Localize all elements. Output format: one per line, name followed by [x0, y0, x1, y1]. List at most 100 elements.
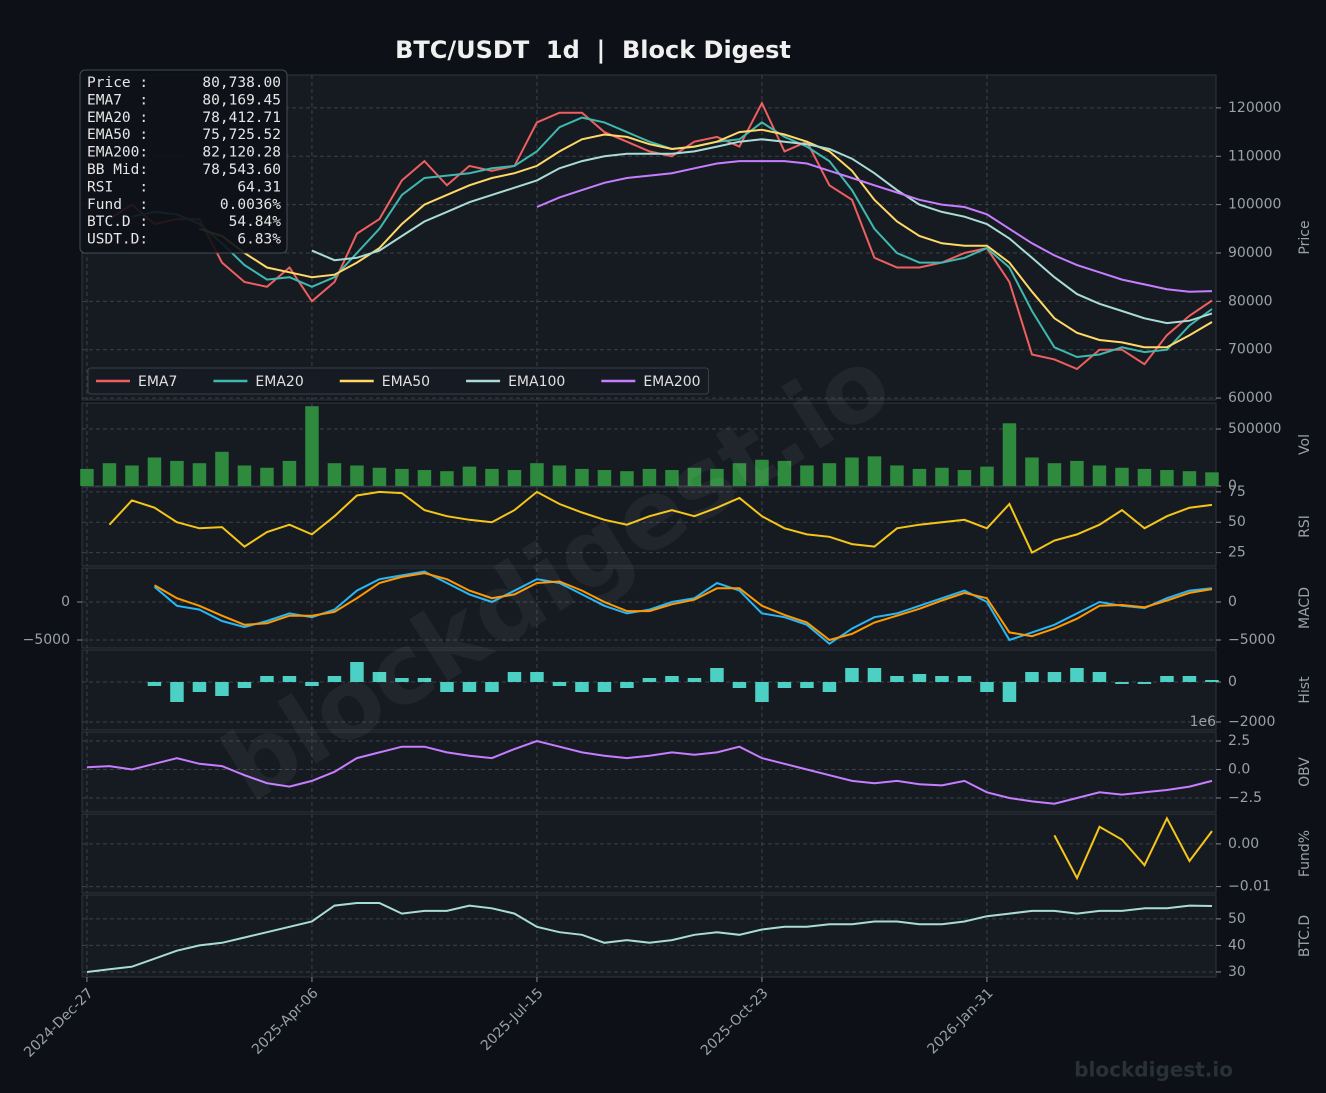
bar	[800, 465, 814, 486]
bar	[147, 682, 162, 686]
legend-label: EMA20	[255, 374, 303, 390]
legend-label: EMA50	[382, 374, 430, 390]
bar	[732, 682, 747, 688]
bar	[305, 682, 319, 686]
bar	[1182, 471, 1197, 486]
bar	[980, 682, 994, 692]
bar	[327, 463, 342, 486]
bar	[822, 463, 837, 486]
bar	[755, 459, 769, 486]
bar	[530, 672, 544, 682]
y-axis-label: BTC.D	[1297, 915, 1313, 957]
y-tick-label: −2000	[1228, 714, 1275, 730]
y-axis-label: Hist	[1297, 676, 1313, 704]
line	[153, 570, 1213, 646]
bar	[440, 682, 454, 692]
bar	[237, 465, 252, 486]
bar	[507, 470, 522, 486]
y-tick-label: 0	[1228, 594, 1237, 610]
bar	[1047, 463, 1062, 486]
bar	[1070, 460, 1084, 486]
bar	[777, 460, 792, 486]
bar	[440, 471, 454, 486]
bar	[732, 463, 747, 486]
bar	[822, 682, 837, 692]
y-tick-label: −5000	[1228, 632, 1275, 648]
bar	[282, 460, 297, 486]
info-value: 80,738.00	[202, 75, 281, 91]
bar	[777, 682, 792, 688]
bar	[1205, 472, 1219, 486]
line	[199, 128, 1213, 349]
bar	[192, 463, 207, 486]
info-value: 75,725.52	[202, 127, 281, 143]
bar	[1070, 668, 1084, 682]
bar	[642, 678, 657, 682]
y-tick-label: 60000	[1228, 390, 1273, 406]
info-label: Fund :	[87, 197, 148, 213]
bar	[1025, 672, 1039, 682]
bar	[1115, 467, 1129, 486]
y-axis-label: Price	[1297, 220, 1313, 254]
y-tick-label: 0	[1228, 478, 1237, 494]
bar	[642, 468, 657, 486]
y-tick-label: 70000	[1228, 342, 1273, 358]
line	[154, 572, 1213, 642]
info-label: BTC.D :	[87, 214, 148, 230]
y-tick-label: 0	[1228, 674, 1237, 690]
line	[86, 902, 1213, 973]
bar	[485, 682, 499, 692]
info-label: BB Mid:	[87, 162, 148, 178]
y-tick-label: 0.00	[1228, 836, 1259, 852]
bar	[1137, 682, 1152, 684]
bar	[597, 470, 612, 486]
line	[108, 490, 1213, 554]
y-tick-label: 75	[1228, 484, 1246, 500]
bar	[1115, 682, 1129, 684]
y-tick-label: 50	[1228, 514, 1246, 530]
panel	[81, 649, 1217, 731]
bar	[147, 457, 162, 486]
y-tick-label: 25	[1228, 545, 1246, 561]
info-value: 78,543.60	[202, 162, 281, 178]
line	[86, 739, 1213, 805]
info-value: 82,120.28	[202, 145, 281, 161]
bar	[1160, 676, 1174, 682]
legend-label: EMA200	[643, 374, 700, 390]
bar	[552, 682, 567, 686]
bar	[260, 676, 274, 682]
bar	[1160, 470, 1174, 486]
bar	[1025, 457, 1039, 486]
bar	[462, 466, 477, 486]
info-label: USDT.D:	[87, 232, 148, 248]
bar	[1182, 676, 1197, 682]
y-axis-label: OBV	[1297, 757, 1313, 787]
bar	[125, 465, 139, 486]
info-value: 54.84%	[229, 214, 282, 230]
bar	[912, 468, 927, 486]
y-axis-label: Fund%	[1297, 830, 1313, 877]
y-tick-label: −2.5	[1228, 790, 1262, 806]
y-tick-label: 90000	[1228, 245, 1273, 261]
bar	[170, 460, 184, 486]
info-value: 78,412.71	[202, 110, 281, 126]
bar	[462, 682, 477, 692]
chart-title: BTC/USDT 1d | Block Digest	[395, 36, 791, 64]
panel	[81, 731, 1217, 813]
info-label: RSI :	[87, 179, 148, 195]
bar	[350, 465, 364, 486]
bar	[890, 465, 904, 486]
bar	[417, 678, 432, 682]
y-tick-label: 40	[1228, 937, 1246, 953]
info-value: 0.0036%	[220, 197, 281, 213]
bar	[1047, 672, 1062, 682]
bar	[305, 406, 319, 486]
info-label: EMA7 :	[87, 92, 148, 108]
bar	[957, 470, 972, 486]
watermark-corner: blockdigest.io	[1074, 1058, 1233, 1082]
bar	[1205, 680, 1219, 682]
info-box: Price : 80,738.00 EMA7 : 80,169.45 EMA20 : 78…	[79, 69, 288, 254]
bar	[552, 465, 567, 486]
bar	[665, 470, 679, 486]
